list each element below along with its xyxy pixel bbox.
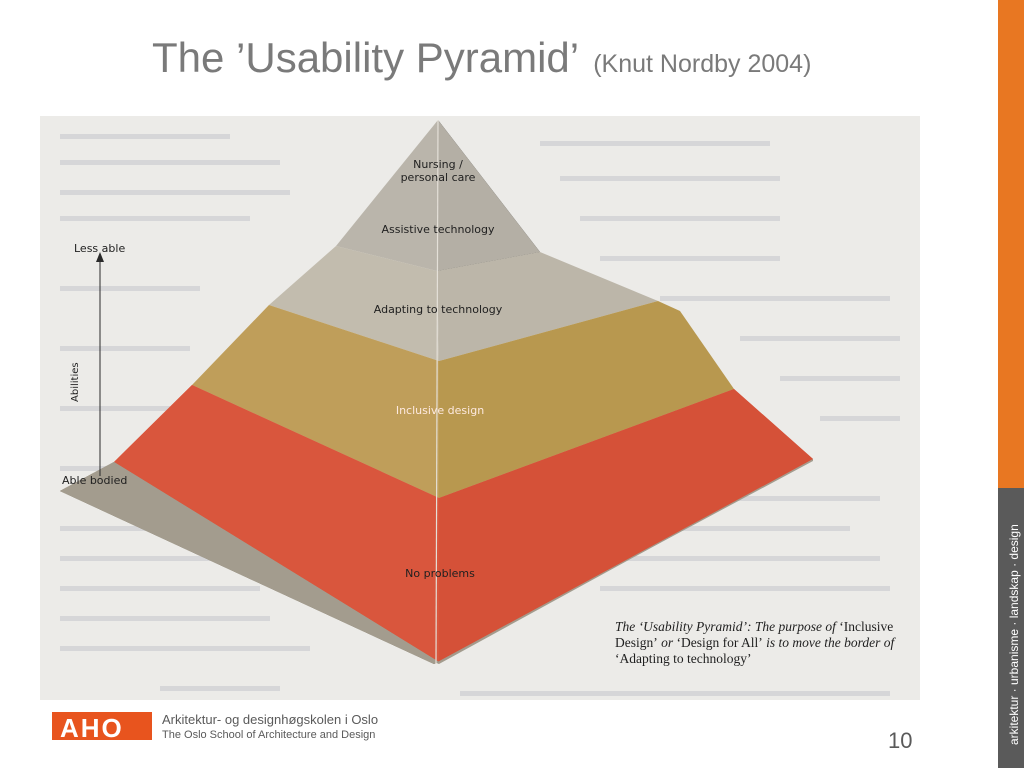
label-assistive-technology: Assistive technology — [381, 223, 495, 236]
layer-nursing-right — [437, 120, 540, 271]
aho-logo-text: AHO — [60, 713, 124, 743]
label-inclusive-design: Inclusive design — [395, 404, 485, 417]
caption-part-5: ‘Design for All’ — [676, 635, 763, 650]
pyramid-svg — [40, 116, 920, 700]
pyramid-ridge — [435, 119, 439, 665]
school-name-english: The Oslo School of Architecture and Desi… — [162, 729, 376, 741]
layer-nursing-left — [336, 120, 438, 271]
title-main: The ’Usability Pyramid’ — [152, 34, 578, 81]
axis-label-less-able: Less able — [74, 242, 126, 255]
label-nursing-care: Nursing / personal care — [400, 158, 476, 184]
figure-caption: The ‘Usability Pyramid’: The purpose of … — [615, 619, 915, 667]
label-no-problems: No problems — [405, 567, 475, 580]
usability-pyramid-figure: Nursing / personal care Assistive techno… — [40, 116, 920, 700]
caption-part-7: ‘Adapting to technology’ — [615, 651, 752, 666]
abilities-arrowhead — [96, 252, 104, 262]
page-number: 10 — [888, 728, 913, 753]
caption-part-6: is to move the border of — [762, 635, 895, 650]
side-band-text: arkitektur · urbanisme · landskap · desi… — [1007, 524, 1021, 745]
aho-logo: AHO — [52, 712, 152, 743]
caption-part-2: : The purpose of — [746, 619, 840, 634]
layer-adapting-right — [439, 301, 734, 498]
layer-assistive-left — [269, 246, 439, 361]
layer-adapting-left — [192, 305, 439, 498]
layer-assistive-right — [437, 252, 658, 361]
axis-label-abilities: Abilities — [70, 362, 81, 402]
school-name-norwegian: Arkitektur- og designhøgskolen i Oslo — [162, 712, 379, 727]
caption-part-1: The ‘Usability Pyramid’ — [615, 619, 747, 634]
axis-label-able-bodied: Able bodied — [62, 474, 128, 487]
side-band — [998, 0, 1024, 768]
caption-part-4: or — [657, 635, 677, 650]
slide-title: The ’Usability Pyramid’ (Knut Nordby 200… — [152, 34, 811, 82]
label-adapting-to-technology: Adapting to technology — [373, 303, 503, 316]
side-band-dark — [998, 488, 1024, 768]
caption-part-3: ‘Inclusive Design’ — [615, 619, 894, 650]
title-attribution: (Knut Nordby 2004) — [593, 50, 812, 78]
